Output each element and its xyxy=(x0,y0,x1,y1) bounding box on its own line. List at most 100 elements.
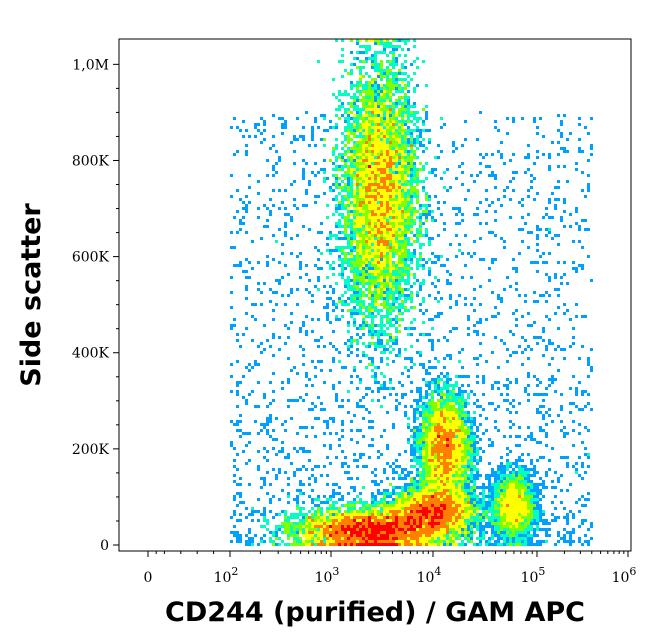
event-density-cell xyxy=(494,306,497,309)
event-density-cell xyxy=(383,186,386,189)
event-density-cell xyxy=(362,324,365,327)
event-density-cell xyxy=(383,261,386,264)
event-density-cell xyxy=(362,120,365,123)
event-density-cell xyxy=(533,474,536,477)
event-density-cell xyxy=(422,333,425,336)
event-density-cell xyxy=(401,87,404,90)
event-density-cell xyxy=(314,246,317,249)
event-density-cell xyxy=(377,180,380,183)
event-density-cell xyxy=(371,303,374,306)
event-density-cell xyxy=(404,96,407,99)
event-density-cell xyxy=(350,159,353,162)
event-density-cell xyxy=(392,189,395,192)
event-density-cell xyxy=(314,417,317,420)
event-density-cell xyxy=(389,213,392,216)
event-density-cell xyxy=(527,213,530,216)
event-density-cell xyxy=(368,219,371,222)
event-density-cell xyxy=(377,72,380,75)
event-density-cell xyxy=(431,261,434,264)
event-density-cell xyxy=(512,462,515,465)
event-density-cell xyxy=(407,159,410,162)
event-density-cell xyxy=(407,189,410,192)
event-density-cell xyxy=(299,330,302,333)
event-density-cell xyxy=(347,348,350,351)
event-density-cell xyxy=(461,429,464,432)
event-density-cell xyxy=(416,216,419,219)
event-density-cell xyxy=(434,366,437,369)
event-density-cell xyxy=(359,132,362,135)
event-density-cell xyxy=(503,465,506,468)
event-density-cell xyxy=(536,237,539,240)
event-density-cell xyxy=(419,462,422,465)
event-density-cell xyxy=(371,249,374,252)
event-density-cell xyxy=(374,60,377,63)
event-density-cell xyxy=(341,168,344,171)
event-density-cell xyxy=(449,483,452,486)
event-density-cell xyxy=(302,363,305,366)
event-density-cell xyxy=(410,258,413,261)
event-density-cell xyxy=(506,186,509,189)
event-density-cell xyxy=(257,432,260,435)
event-density-cell xyxy=(398,111,401,114)
event-density-cell xyxy=(398,102,401,105)
event-density-cell xyxy=(395,84,398,87)
event-density-cell xyxy=(383,147,386,150)
event-density-cell xyxy=(545,423,548,426)
event-density-cell xyxy=(377,213,380,216)
event-density-cell xyxy=(335,483,338,486)
event-density-cell xyxy=(440,450,443,453)
event-density-cell xyxy=(455,498,458,501)
event-density-cell xyxy=(365,129,368,132)
event-density-cell xyxy=(281,126,284,129)
event-density-cell xyxy=(494,420,497,423)
event-density-cell xyxy=(245,507,248,510)
event-density-cell xyxy=(401,126,404,129)
event-density-cell xyxy=(380,198,383,201)
event-density-cell xyxy=(242,333,245,336)
event-density-cell xyxy=(503,342,506,345)
event-density-cell xyxy=(353,246,356,249)
event-density-cell xyxy=(383,219,386,222)
event-density-cell xyxy=(491,315,494,318)
event-density-cell xyxy=(404,306,407,309)
event-density-cell xyxy=(389,306,392,309)
event-density-cell xyxy=(314,339,317,342)
event-density-cell xyxy=(326,291,329,294)
event-density-cell xyxy=(419,132,422,135)
event-density-cell xyxy=(347,258,350,261)
event-density-cell xyxy=(419,471,422,474)
event-density-cell xyxy=(371,174,374,177)
event-density-cell xyxy=(317,360,320,363)
event-density-cell xyxy=(335,165,338,168)
event-density-cell xyxy=(506,360,509,363)
event-density-cell xyxy=(239,492,242,495)
event-density-cell xyxy=(326,243,329,246)
event-density-cell xyxy=(434,423,437,426)
event-density-cell xyxy=(398,231,401,234)
event-density-cell xyxy=(428,417,431,420)
event-density-cell xyxy=(365,174,368,177)
event-density-cell xyxy=(554,288,557,291)
event-density-cell xyxy=(455,396,458,399)
event-density-cell xyxy=(392,165,395,168)
event-density-cell xyxy=(500,462,503,465)
event-density-cell xyxy=(332,489,335,492)
event-density-cell xyxy=(383,156,386,159)
event-density-cell xyxy=(305,435,308,438)
event-density-cell xyxy=(476,462,479,465)
event-density-cell xyxy=(473,309,476,312)
event-density-cell xyxy=(245,144,248,147)
event-density-cell xyxy=(416,480,419,483)
event-density-cell xyxy=(542,480,545,483)
event-density-cell xyxy=(431,504,434,507)
event-density-cell xyxy=(524,507,527,510)
event-density-cell xyxy=(497,429,500,432)
event-density-cell xyxy=(302,354,305,357)
event-density-cell xyxy=(425,195,428,198)
event-density-cell xyxy=(344,90,347,93)
event-density-cell xyxy=(494,381,497,384)
event-density-cell xyxy=(422,297,425,300)
event-density-cell xyxy=(461,489,464,492)
event-density-cell xyxy=(521,465,524,468)
event-density-cell xyxy=(395,75,398,78)
